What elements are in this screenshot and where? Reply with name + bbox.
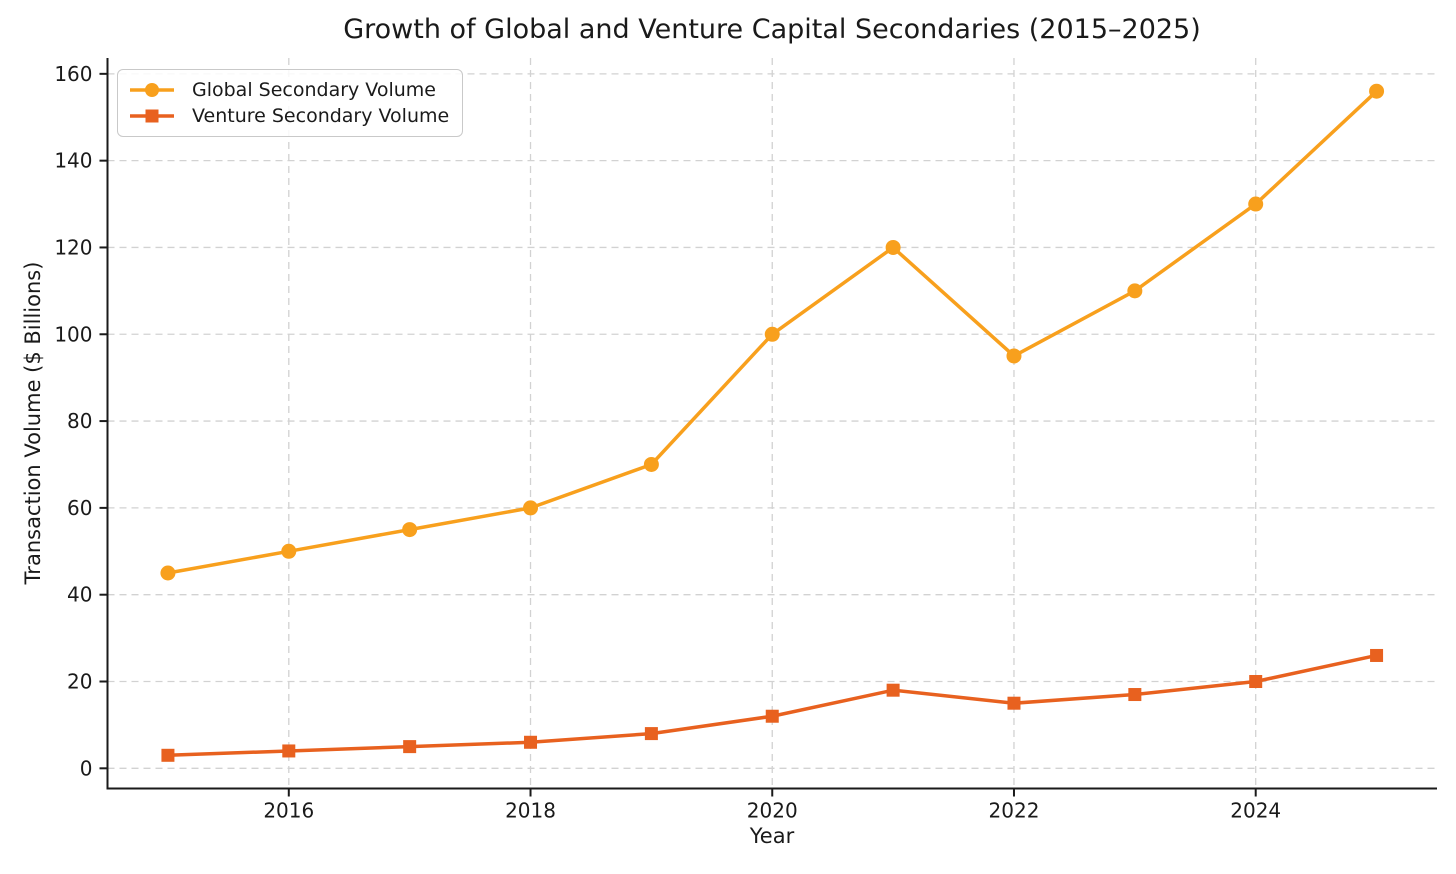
x-tick-label-2024: 2024 [1230,799,1281,823]
x-tick-label-2016: 2016 [263,799,314,823]
chart-title: Growth of Global and Venture Capital Sec… [343,14,1201,45]
marker-global-2017 [402,522,418,538]
marker-venture-2023 [1128,688,1142,702]
marker-global-2025 [1369,83,1385,99]
y-tick-label-20: 20 [67,670,92,694]
marker-venture-2015 [161,748,175,762]
marker-venture-2024 [1249,675,1263,689]
y-tick-label-60: 60 [67,496,92,520]
legend-line-square-icon [130,109,174,123]
marker-global-2015 [160,565,176,581]
marker-global-2021 [885,239,901,255]
marker-global-2016 [281,543,297,559]
marker-venture-2021 [886,683,900,697]
marker-global-2019 [643,456,659,472]
x-tick-label-2020: 2020 [747,799,798,823]
marker-global-2022 [1006,348,1022,364]
y-tick-label-0: 0 [80,756,93,780]
y-tick-label-40: 40 [67,583,92,607]
y-axis-label: Transaction Volume ($ Billions) [21,261,45,585]
marker-venture-2025 [1370,648,1384,662]
x-tick-label-2022: 2022 [989,799,1040,823]
legend-item-global: Global Secondary Volume [128,77,450,103]
legend-line-circle-icon [130,83,174,97]
marker-venture-2022 [1007,696,1021,710]
legend-item-venture: Venture Secondary Volume [128,103,450,129]
marker-venture-2017 [403,740,417,754]
y-tick-label-80: 80 [67,409,92,433]
marker-global-2020 [764,326,780,342]
marker-global-2018 [523,500,539,516]
x-tick-label-2018: 2018 [505,799,556,823]
y-tick-label-140: 140 [54,149,92,173]
marker-venture-2018 [524,735,538,749]
marker-venture-2016 [282,744,296,758]
marker-global-2024 [1248,196,1264,212]
legend: Global Secondary Volume Venture Secondar… [117,69,463,137]
marker-global-2023 [1127,283,1143,299]
legend-label-venture: Venture Secondary Volume [192,105,450,127]
y-tick-label-160: 160 [54,62,92,86]
marker-venture-2019 [644,727,658,741]
y-tick-label-100: 100 [54,322,92,346]
y-tick-label-120: 120 [54,235,92,259]
legend-label-global: Global Secondary Volume [192,79,436,101]
marker-venture-2020 [765,709,779,723]
x-axis-label: Year [749,824,795,848]
